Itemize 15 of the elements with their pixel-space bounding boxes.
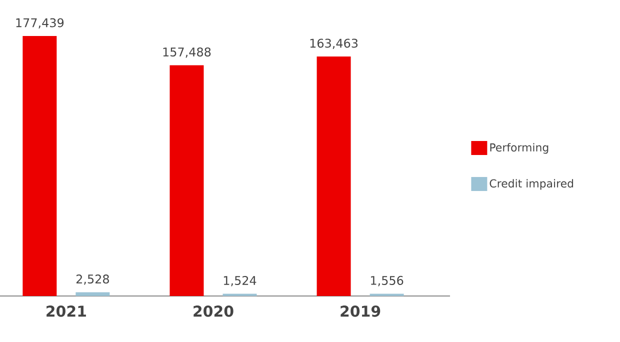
data-label: 177,439 bbox=[16, 18, 64, 28]
x-tick-label: 2021 bbox=[46, 306, 86, 317]
bar bbox=[316, 56, 351, 296]
data-label: 163,463 bbox=[310, 38, 358, 49]
data-label: 1,556 bbox=[371, 276, 404, 286]
x-tick-label: 2020 bbox=[194, 306, 234, 317]
x-tick-label: 2019 bbox=[340, 306, 380, 317]
legend-label: Performing bbox=[490, 143, 548, 154]
bar bbox=[22, 36, 57, 296]
data-label: 157,488 bbox=[163, 47, 211, 58]
bar bbox=[170, 65, 204, 296]
data-label: 2,528 bbox=[76, 274, 109, 285]
data-label: 1,524 bbox=[224, 276, 256, 286]
legend-label: Credit impaired bbox=[490, 179, 574, 190]
bar bbox=[76, 292, 110, 296]
